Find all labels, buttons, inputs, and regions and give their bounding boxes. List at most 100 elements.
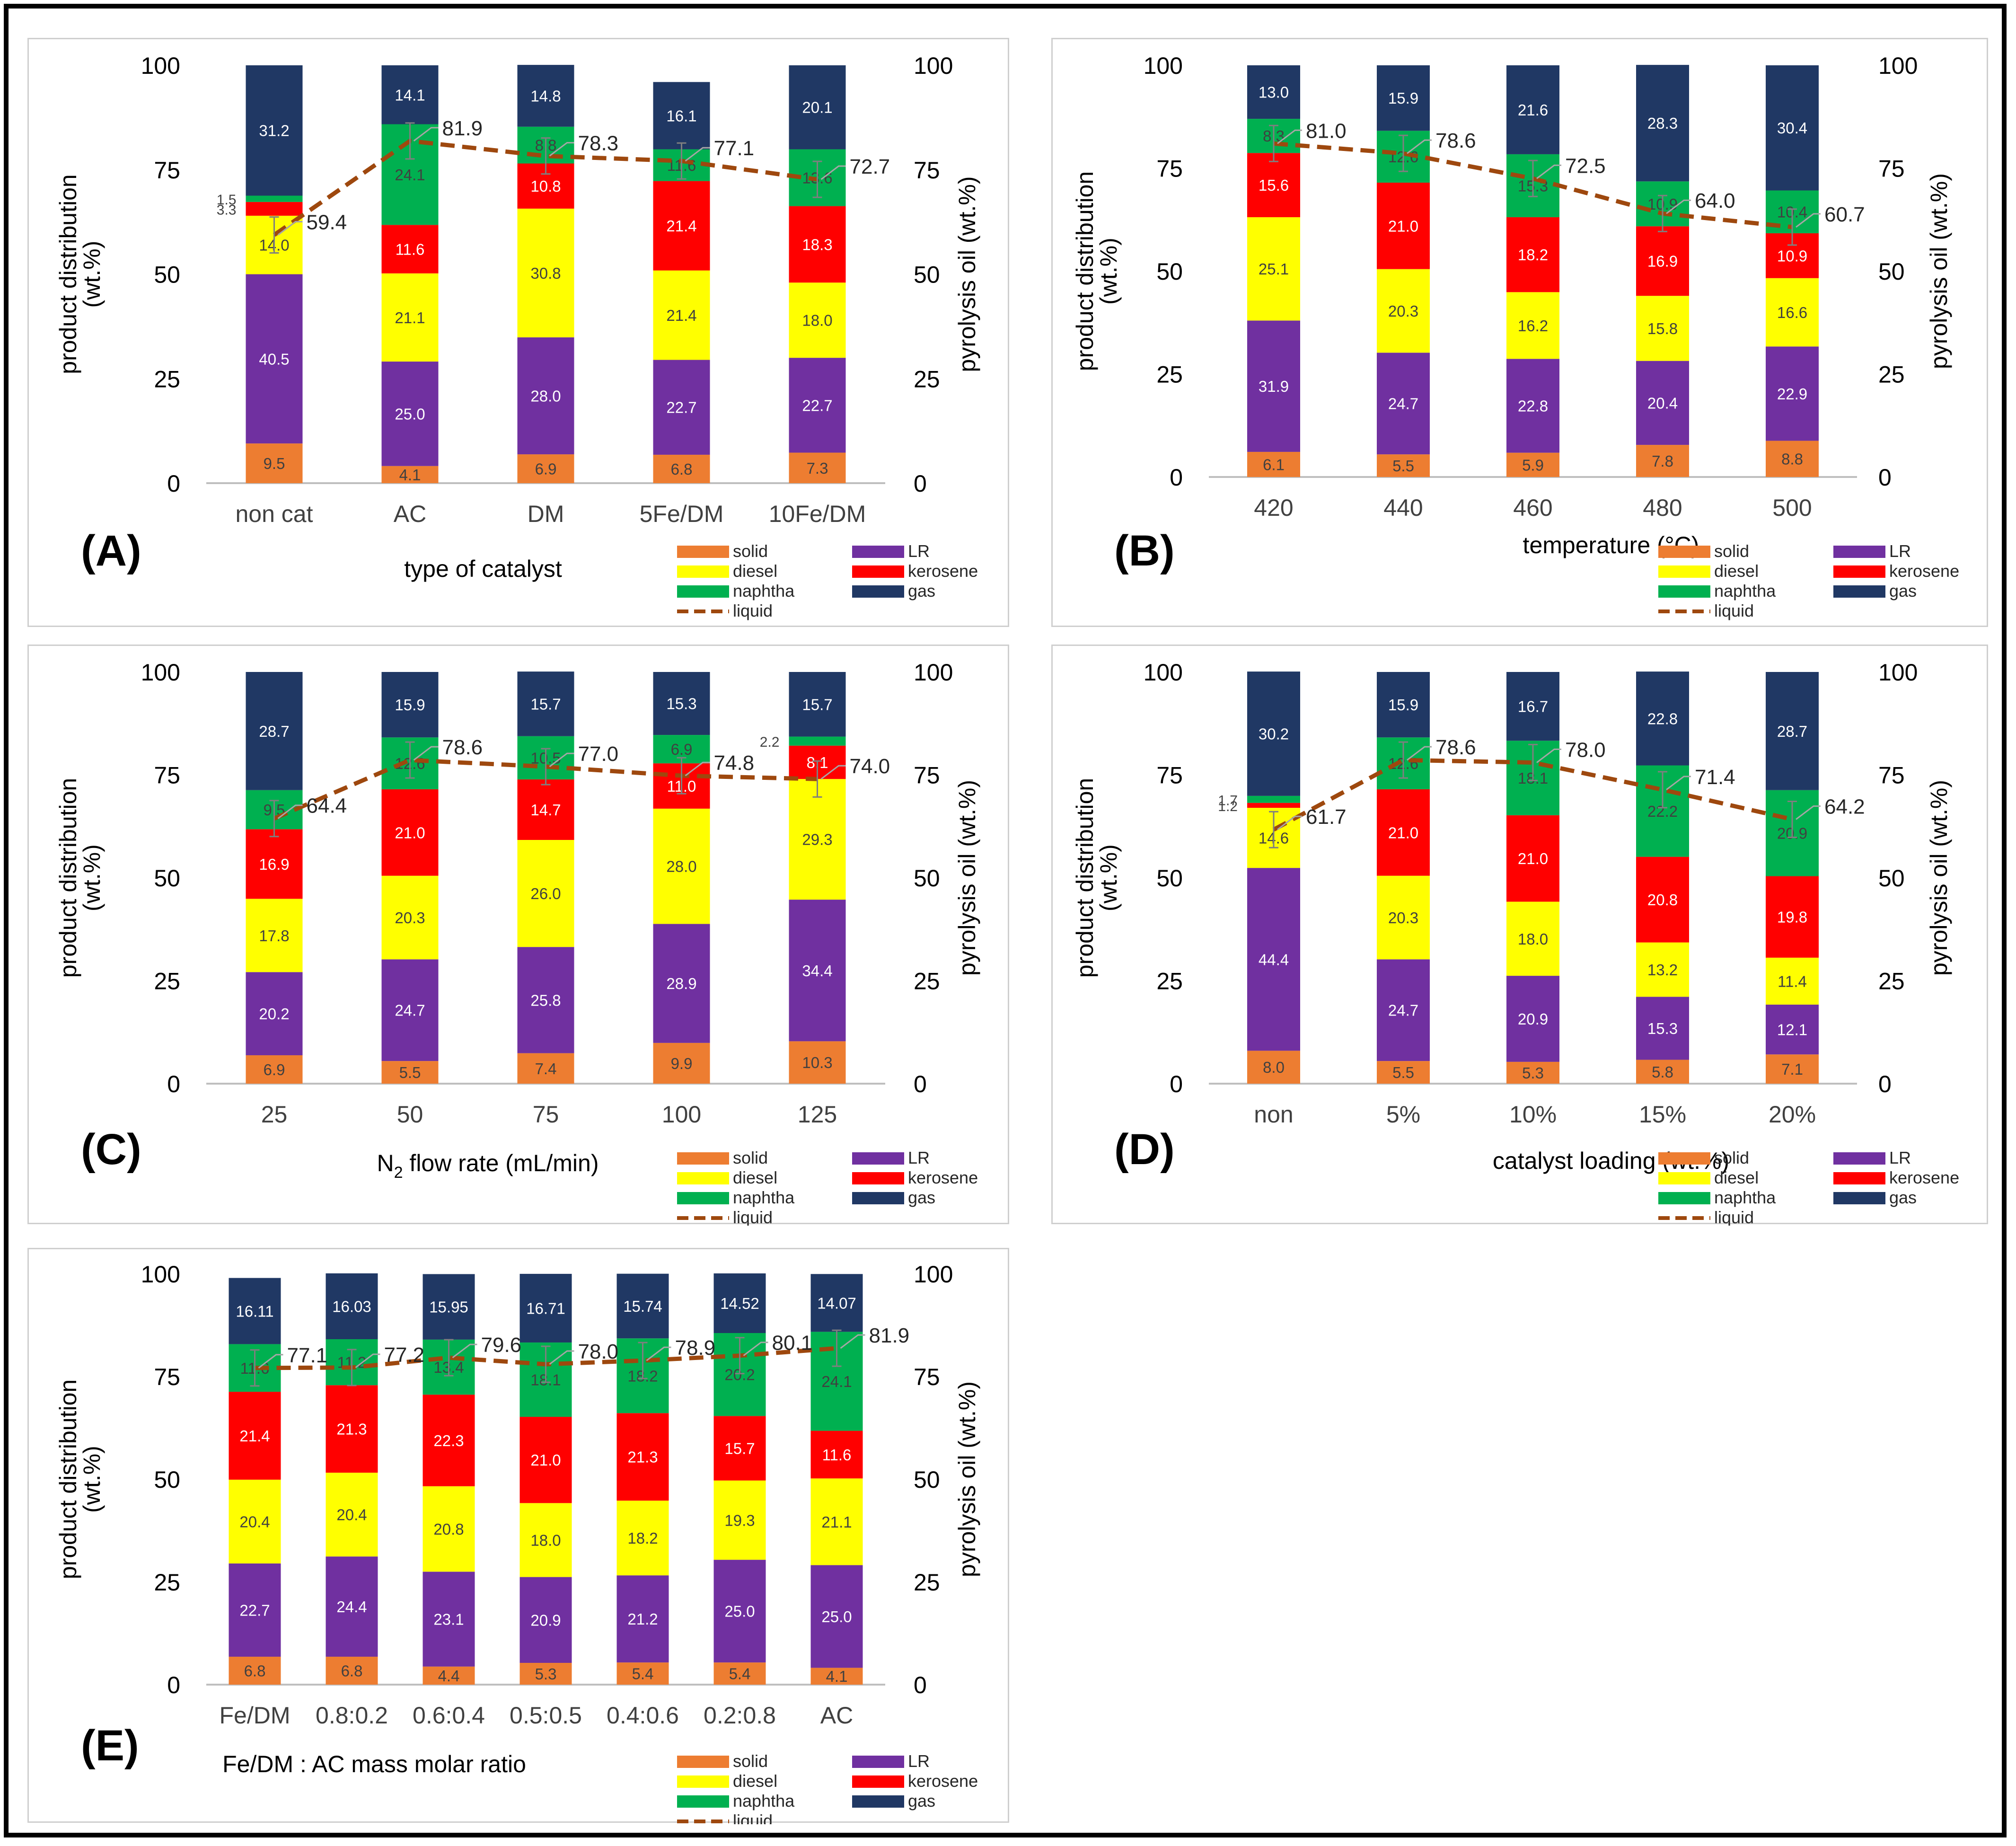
data-label-gas: 15.7: [530, 695, 561, 713]
bar-LR: [229, 1563, 281, 1657]
legend-swatch-kerosene: [1833, 1172, 1885, 1184]
bar-diesel: [1377, 875, 1430, 960]
x-tick-label: 5Fe/DM: [640, 501, 724, 527]
data-label-solid: 8.8: [1781, 450, 1803, 468]
liquid-leader: [1536, 164, 1561, 179]
data-label-LR: 15.3: [1647, 1020, 1678, 1037]
y-tick-left: 25: [154, 366, 180, 392]
bar-solid: [1506, 1061, 1559, 1084]
liquid-leader: [1796, 213, 1821, 228]
bar-diesel: [326, 1473, 378, 1557]
bar-diesel: [1636, 296, 1689, 361]
bar-solid: [246, 443, 303, 483]
legend-label-solid: solid: [733, 541, 768, 561]
bar-diesel: [246, 899, 303, 972]
legend-label-liquid: liquid: [1714, 601, 1754, 620]
y-tick-left: 75: [154, 762, 180, 789]
data-label-diesel: 21.1: [395, 309, 425, 327]
data-label-LR: 20.4: [1647, 394, 1678, 412]
y-axis-title-right: pyrolysis oil (wt.%): [1926, 173, 1952, 369]
liquid-leader: [549, 142, 574, 157]
bar-gas: [616, 1273, 669, 1339]
liquid-leader: [258, 1354, 283, 1369]
legend-label-solid: solid: [1714, 1148, 1749, 1167]
chart-a-svg: 0 0 25 25 50 50 75 75 100 100 product distribution…: [55, 53, 980, 620]
liquid-value-label: 74.0: [850, 755, 890, 778]
bar-LR: [1766, 1004, 1819, 1055]
liquid-value-label: 59.4: [307, 211, 347, 234]
legend-label-diesel: diesel: [1714, 1168, 1759, 1187]
bar-LR: [616, 1575, 669, 1663]
legend-swatch-solid: [1658, 546, 1710, 558]
bar-solid: [1636, 445, 1689, 477]
bar-kerosene: [789, 206, 846, 283]
y-tick-right: 75: [1878, 156, 1905, 182]
bar-LR: [517, 947, 574, 1053]
y-axis-title-left-unit: (wt.%): [1095, 238, 1122, 305]
legend-label-LR: LR: [908, 541, 930, 561]
bar-gas: [789, 672, 846, 737]
bar-solid: [713, 1662, 766, 1685]
bar-gas: [519, 1273, 572, 1343]
data-label-gas: 28.7: [259, 723, 289, 740]
data-label-kerosene: 16.9: [1647, 253, 1678, 270]
bar-LR: [713, 1560, 766, 1663]
bar-kerosene: [519, 1417, 572, 1503]
bar-kerosene: [1247, 153, 1300, 218]
legend-swatch-naphtha: [1658, 1192, 1710, 1204]
bar-gas: [1377, 672, 1430, 738]
data-label-diesel: 20.3: [395, 909, 425, 927]
bar-LR: [1506, 359, 1559, 453]
panel-d-catalyst-loading-chart: 0 0 25 25 50 50 75 75 100 100 product distribution…: [1051, 645, 1988, 1226]
legend-swatch-diesel: [677, 1172, 729, 1184]
liquid-leader: [685, 147, 710, 162]
bar-kerosene: [1636, 857, 1689, 943]
y-tick-left: 75: [1156, 762, 1183, 789]
liquid-value-label: 60.7: [1824, 203, 1865, 226]
y-tick-left: 100: [141, 1261, 180, 1288]
data-label-solid: 5.4: [632, 1665, 654, 1683]
data-label-solid: 5.4: [729, 1665, 751, 1683]
panel-b-temperature-chart: 0 0 25 25 50 50 75 75 100 100 product distribution…: [1051, 38, 1988, 627]
bar-solid: [653, 1042, 710, 1084]
bar-gas: [229, 1278, 281, 1344]
liquid-value-label: 74.8: [714, 751, 755, 775]
liquid-leader: [743, 1342, 768, 1356]
data-label-gas: 13.0: [1259, 84, 1289, 101]
y-tick-left: 50: [154, 865, 180, 892]
data-label-solid: 5.8: [1652, 1063, 1673, 1081]
y-tick-left: 75: [1156, 156, 1183, 182]
y-tick-right: 100: [1878, 659, 1918, 686]
bar-gas: [517, 65, 574, 127]
legend-label-diesel: diesel: [733, 1168, 777, 1187]
bar-solid: [653, 454, 710, 483]
data-label-LR: 25.0: [821, 1608, 852, 1625]
liquid-leader: [685, 761, 710, 777]
bar-gas: [381, 65, 439, 124]
y-axis-title-right: pyrolysis oil (wt.%): [954, 780, 980, 976]
data-label-solid: 6.9: [535, 460, 557, 478]
data-label-kerosene: 16.9: [259, 856, 289, 873]
bar-solid: [1636, 1060, 1689, 1084]
data-label-diesel: 18.0: [530, 1531, 561, 1549]
bar-gas: [1506, 672, 1559, 741]
data-label-gas: 22.8: [1647, 710, 1678, 727]
bar-LR: [1377, 959, 1430, 1061]
x-axis-title: N2 flow rate (mL/min): [377, 1150, 599, 1182]
data-label-solid: 5.3: [1522, 1064, 1544, 1082]
bar-diesel: [381, 875, 439, 960]
bar-gas: [810, 1274, 863, 1332]
data-label-kerosene: 15.7: [724, 1440, 755, 1457]
bar-LR: [653, 360, 710, 455]
liquid-value-label: 77.0: [578, 742, 619, 766]
data-label-LR: 24.7: [395, 1002, 425, 1019]
bar-solid: [229, 1656, 281, 1685]
panel-label: (B): [1114, 527, 1175, 575]
bar-solid: [1247, 451, 1300, 477]
x-tick-label: Fe/DM: [220, 1702, 291, 1729]
data-label-LR: 34.4: [802, 962, 832, 980]
x-tick-label: 440: [1383, 495, 1423, 521]
data-label-naphtha: 2.2: [760, 734, 780, 750]
data-label-naphtha: 1.7: [1218, 793, 1238, 808]
chart-d-svg: 0 0 25 25 50 50 75 75 100 100 product distribution…: [1072, 659, 1959, 1226]
